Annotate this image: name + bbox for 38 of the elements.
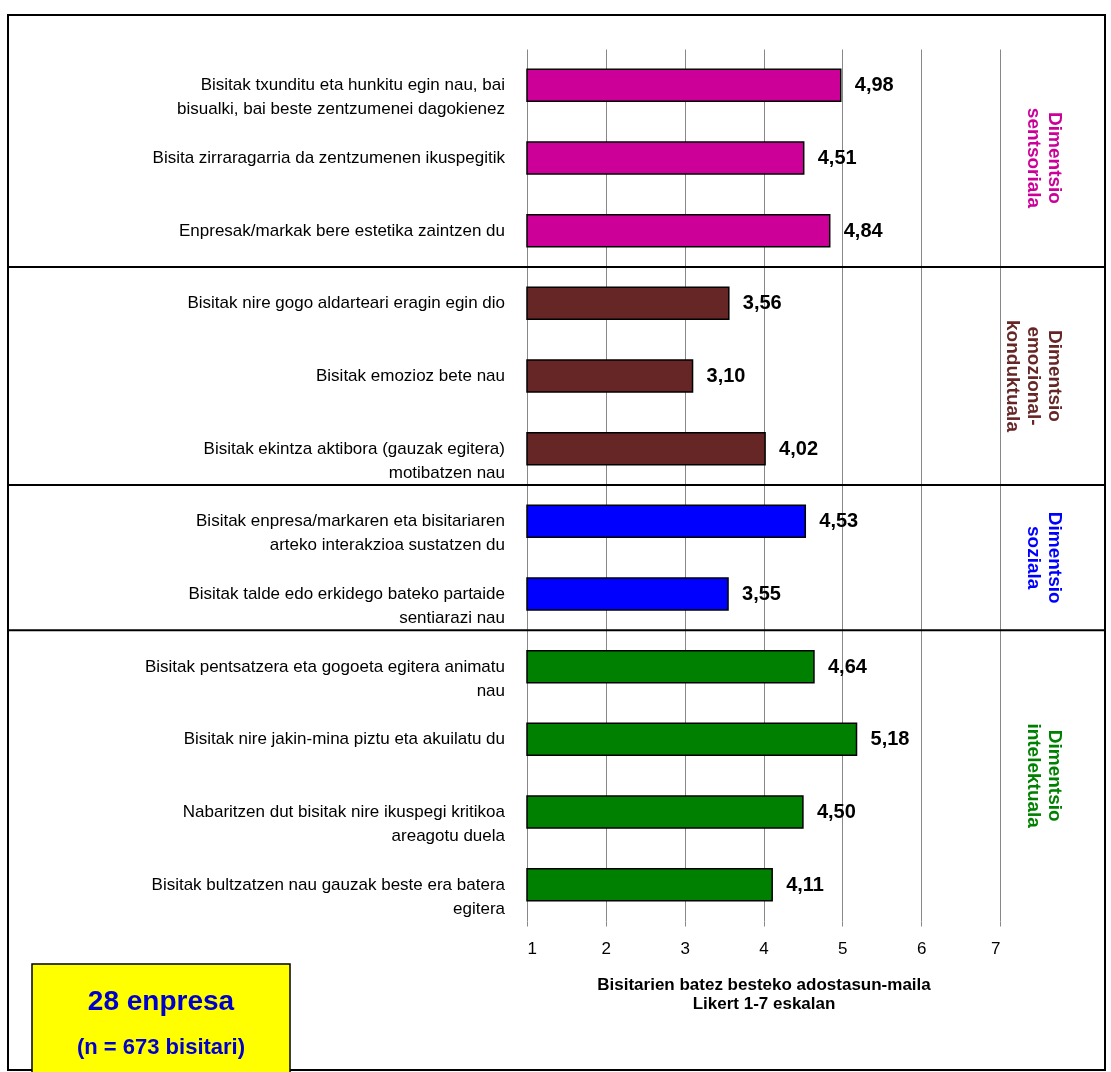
y-tick-label: Bisitak talde edo erkidego bateko partaide sentiarazi nau — [188, 584, 505, 627]
y-tick-label: Bisitak enpresa/markaren eta bisitariaren arteko interakzioa sustatzen du — [196, 511, 505, 555]
x-tick-label: 7 — [991, 938, 1001, 958]
y-tick-label: Bisitak bultzatzen nau gauzak beste era batera egitera — [151, 874, 506, 918]
data-label: 4,53 — [819, 509, 859, 532]
y-tick-label: Bisitak ekintza aktibora (gauzak egitera) motibatzen nau — [203, 438, 505, 482]
y-tick-label: Bisitak txunditu eta hunkitu egin nau, bai bisualki, bai beste zentzumenei dagokienez — [177, 75, 505, 119]
y-tick-label: Nabaritzen dut bisitak nire ikuspegi kritikoa areagotu duela — [182, 802, 506, 845]
x-tick-label: 3 — [680, 938, 690, 958]
data-label: 3,56 — [742, 291, 782, 314]
text: (n = 673 bisitari) — [76, 1034, 246, 1059]
data-label: 4,98 — [854, 73, 894, 96]
text: Dimentsio emozional-konduktuala — [1003, 320, 1066, 433]
data-label: 5,18 — [870, 727, 910, 750]
data-label: 3,55 — [742, 582, 781, 604]
y-tick-label: Bisitak pentsatzera eta gogoeta egitera animatu nau — [144, 656, 505, 700]
x-tick-label: 5 — [838, 938, 848, 958]
y-tick-label: Bisita zirraragarria da zentzumenen ikuspegitik — [152, 148, 506, 167]
x-tick-label: 6 — [916, 938, 927, 958]
x-axis-title: Bisitarien batez besteko adostasun-maila Likert 1-7 eskalan — [597, 974, 932, 1013]
data-label: 4,02 — [779, 436, 819, 459]
x-tick-label: 2 — [601, 938, 612, 958]
y-tick-label: Enpresak/markak bere estetika zaintzen du — [178, 220, 505, 240]
data-label: 4,11 — [786, 872, 824, 895]
data-label: 4,84 — [843, 218, 884, 241]
x-tick-label: 1 — [527, 938, 537, 958]
y-tick-label: Bisitak nire gogo aldarteari eragin egin dio — [187, 293, 505, 313]
data-label: 4,64 — [827, 654, 868, 677]
text: Dimentsio sentsoriala — [1024, 107, 1066, 209]
data-label: 4,50 — [816, 800, 856, 822]
text: Dimentsio intelektuala — [1024, 723, 1066, 829]
data-label: 3,10 — [706, 364, 746, 386]
data-label: 4,51 — [817, 146, 857, 168]
y-tick-label: Bisitak emozioz bete nau — [316, 366, 505, 385]
x-tick-label: 4 — [759, 938, 769, 958]
text: 28 enpresa — [87, 985, 235, 1016]
y-tick-label: Bisitak nire jakin-mina piztu eta akuilatu du — [183, 729, 505, 749]
text: Dimentsio soziala — [1024, 511, 1066, 604]
